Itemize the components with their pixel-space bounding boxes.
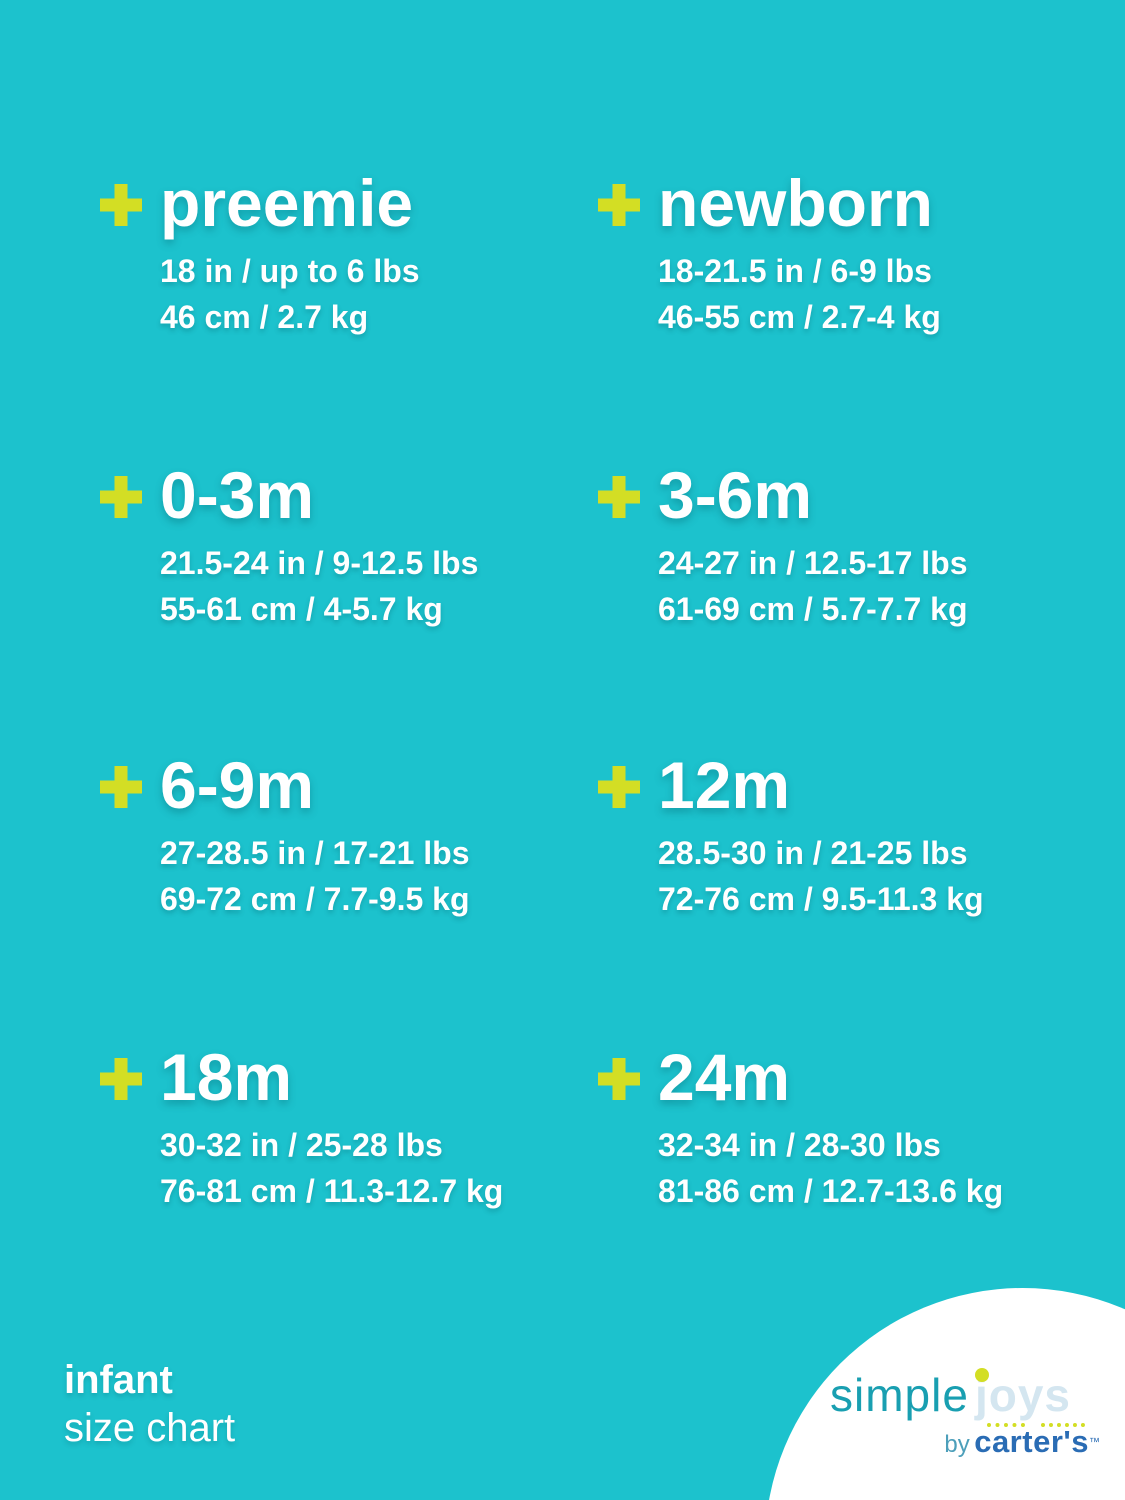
- logo-simple-text: simple: [830, 1369, 969, 1421]
- size-imperial: 28.5-30 in / 21-25 lbs: [658, 835, 968, 871]
- size-imperial: 27-28.5 in / 17-21 lbs: [160, 835, 470, 871]
- size-metric: 81-86 cm / 12.7-13.6 kg: [658, 1173, 1004, 1209]
- size-info: 6-9m 27-28.5 in / 17-21 lbs 69-72 cm / 7…: [160, 752, 470, 922]
- size-imperial: 32-34 in / 28-30 lbs: [658, 1127, 941, 1163]
- size-entry-newborn: newborn 18-21.5 in / 6-9 lbs 46-55 cm / …: [598, 170, 941, 340]
- size-metric: 72-76 cm / 9.5-11.3 kg: [658, 881, 984, 917]
- size-entry-0-3m: 0-3m 21.5-24 in / 9-12.5 lbs 55-61 cm / …: [100, 462, 478, 632]
- j-dot-icon: [974, 1368, 989, 1382]
- logo-simple-joys: simple joys: [830, 1368, 1100, 1427]
- chart-title-category: infant: [64, 1358, 173, 1402]
- logo-by-text: by: [944, 1431, 970, 1458]
- size-imperial: 21.5-24 in / 9-12.5 lbs: [160, 545, 479, 581]
- size-label: 18m: [160, 1040, 293, 1114]
- size-entry-12m: 12m 28.5-30 in / 21-25 lbs 72-76 cm / 9.…: [598, 752, 984, 922]
- plus-icon: [598, 766, 640, 808]
- logo-by-carters: by carter's™: [830, 1426, 1100, 1457]
- logo-joys-text: joys: [974, 1369, 1071, 1421]
- size-label: preemie: [160, 166, 414, 240]
- size-entry-18m: 18m 30-32 in / 25-28 lbs 76-81 cm / 11.3…: [100, 1044, 503, 1214]
- size-entry-24m: 24m 32-34 in / 28-30 lbs 81-86 cm / 12.7…: [598, 1044, 1003, 1214]
- size-info: 0-3m 21.5-24 in / 9-12.5 lbs 55-61 cm / …: [160, 462, 478, 632]
- size-metric: 46-55 cm / 2.7-4 kg: [658, 299, 941, 335]
- size-label: 12m: [658, 748, 791, 822]
- size-label: newborn: [658, 166, 933, 240]
- joys-underline-dots-icon: [1040, 1423, 1085, 1427]
- size-imperial: 18 in / up to 6 lbs: [160, 253, 420, 289]
- size-info: 18m 30-32 in / 25-28 lbs 76-81 cm / 11.3…: [160, 1044, 503, 1214]
- plus-icon: [100, 476, 142, 518]
- chart-title-label: size chart: [64, 1406, 236, 1450]
- logo-joys-wrap: joys: [974, 1368, 1085, 1427]
- size-entry-6-9m: 6-9m 27-28.5 in / 17-21 lbs 69-72 cm / 7…: [100, 752, 470, 922]
- size-imperial: 24-27 in / 12.5-17 lbs: [658, 545, 968, 581]
- size-metric: 76-81 cm / 11.3-12.7 kg: [160, 1173, 504, 1209]
- chart-title: infant size chart: [64, 1356, 235, 1452]
- size-label: 3-6m: [658, 458, 813, 532]
- size-metric: 55-61 cm / 4-5.7 kg: [160, 591, 443, 627]
- size-label: 6-9m: [160, 748, 315, 822]
- size-imperial: 30-32 in / 25-28 lbs: [160, 1127, 443, 1163]
- size-label: 0-3m: [160, 458, 315, 532]
- plus-icon: [100, 766, 142, 808]
- brand-logo: simple joys by carter's™: [830, 1368, 1100, 1457]
- size-metric: 69-72 cm / 7.7-9.5 kg: [160, 881, 470, 917]
- size-metric: 46 cm / 2.7 kg: [160, 299, 369, 335]
- size-label: 24m: [658, 1040, 791, 1114]
- size-info: 24m 32-34 in / 28-30 lbs 81-86 cm / 12.7…: [658, 1044, 1003, 1214]
- plus-icon: [598, 184, 640, 226]
- plus-icon: [598, 476, 640, 518]
- trademark-symbol: ™: [1089, 1436, 1100, 1449]
- size-info: 12m 28.5-30 in / 21-25 lbs 72-76 cm / 9.…: [658, 752, 984, 922]
- size-info: 3-6m 24-27 in / 12.5-17 lbs 61-69 cm / 5…: [658, 462, 968, 632]
- joys-underline-dots-icon: [986, 1423, 1025, 1427]
- plus-icon: [100, 184, 142, 226]
- size-info: preemie 18 in / up to 6 lbs 46 cm / 2.7 …: [160, 170, 420, 340]
- size-metric: 61-69 cm / 5.7-7.7 kg: [658, 591, 968, 627]
- size-imperial: 18-21.5 in / 6-9 lbs: [658, 253, 932, 289]
- plus-icon: [100, 1058, 142, 1100]
- size-entry-3-6m: 3-6m 24-27 in / 12.5-17 lbs 61-69 cm / 5…: [598, 462, 968, 632]
- size-info: newborn 18-21.5 in / 6-9 lbs 46-55 cm / …: [658, 170, 941, 340]
- plus-icon: [598, 1058, 640, 1100]
- logo-carters-text: carter's: [974, 1424, 1089, 1459]
- size-entry-preemie: preemie 18 in / up to 6 lbs 46 cm / 2.7 …: [100, 170, 420, 340]
